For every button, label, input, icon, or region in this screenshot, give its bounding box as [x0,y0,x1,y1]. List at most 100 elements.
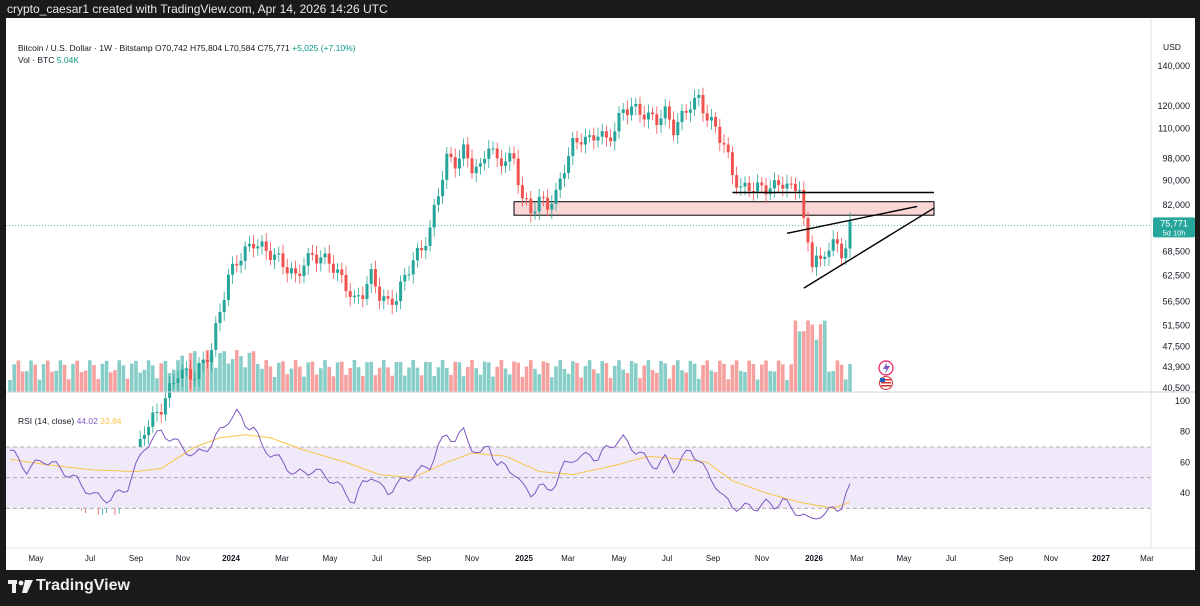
last-price-badge[interactable] [1153,217,1195,238]
candle-body[interactable] [579,142,583,145]
candle-body[interactable] [709,116,713,121]
candle-body[interactable] [315,254,319,264]
candle-body[interactable] [541,196,545,198]
candle-body[interactable] [567,155,571,174]
symbol-legend[interactable]: Bitcoin / U.S. Dollar · 1W · Bitstamp O7… [18,42,355,55]
candle-body[interactable] [260,241,264,247]
candle-body[interactable] [369,268,373,284]
candle-body[interactable] [835,239,839,244]
candle-body[interactable] [642,114,646,120]
candle-body[interactable] [214,323,218,350]
candle-body[interactable] [722,142,726,145]
candle-body[interactable] [676,121,680,136]
candle-body[interactable] [256,246,260,249]
candle-body[interactable] [630,106,634,116]
trendline[interactable] [803,207,935,289]
supply-zone-box[interactable] [513,201,935,216]
candle-body[interactable] [399,281,403,302]
candle-body[interactable] [382,296,386,301]
candle-body[interactable] [273,254,277,260]
candle-body[interactable] [340,269,344,275]
candle-body[interactable] [243,246,247,261]
candle-body[interactable] [516,158,520,186]
price-chart[interactable]: 140,000 120,000 110,000 98,000 90,000 82,000 6… [6,18,1195,570]
candle-body[interactable] [537,196,541,212]
candle-body[interactable] [533,211,537,214]
candle-body[interactable] [268,250,272,260]
candle-body[interactable] [558,178,562,190]
candle-body[interactable] [394,301,398,305]
candle-body[interactable] [323,253,327,258]
candle-body[interactable] [609,137,613,142]
volume-legend[interactable]: Vol · BTC 5.04K [18,55,79,65]
candle-body[interactable] [726,144,730,153]
candle-body[interactable] [764,185,768,195]
candle-body[interactable] [810,242,814,268]
candle-body[interactable] [235,263,239,266]
candle-body[interactable] [151,412,155,427]
candle-body[interactable] [415,248,419,261]
candle-body[interactable] [520,185,524,199]
candle-body[interactable] [247,243,251,247]
rsi-legend[interactable]: RSI (14, close) 44.02 33.84 [18,416,122,426]
candle-body[interactable] [344,274,348,292]
candle-body[interactable] [768,188,772,195]
candle-body[interactable] [730,152,734,176]
candle-body[interactable] [844,248,848,259]
candle-body[interactable] [310,253,314,255]
candle-body[interactable] [294,268,298,274]
candle-body[interactable] [252,243,256,249]
candle-body[interactable] [390,298,394,305]
candle-body[interactable] [655,114,659,126]
candle-body[interactable] [554,189,558,204]
candle-body[interactable] [625,109,629,116]
candle-body[interactable] [428,227,432,246]
candle-body[interactable] [588,135,592,137]
candle-body[interactable] [739,186,743,188]
candle-body[interactable] [327,253,331,264]
candle-body[interactable] [155,411,159,413]
candle-body[interactable] [672,119,676,136]
candle-body[interactable] [693,97,697,110]
candle-body[interactable] [714,116,718,127]
candle-body[interactable] [667,106,671,120]
candle-body[interactable] [785,183,789,189]
candle-body[interactable] [373,268,377,287]
candle-body[interactable] [147,426,151,436]
candle-body[interactable] [441,179,445,197]
candle-body[interactable] [462,144,466,159]
candle-body[interactable] [751,190,755,192]
candle-body[interactable] [634,103,638,107]
candle-body[interactable] [575,138,579,143]
candle-body[interactable] [651,112,655,115]
candle-body[interactable] [420,248,424,251]
candle-body[interactable] [772,180,776,189]
candle-body[interactable] [735,175,739,188]
candle-body[interactable] [646,112,650,120]
candle-body[interactable] [331,263,335,273]
candle-body[interactable] [831,239,835,251]
candle-body[interactable] [756,182,760,192]
candle-body[interactable] [231,263,235,275]
candle-body[interactable] [592,135,596,141]
candle-body[interactable] [474,166,478,174]
candle-body[interactable] [600,131,604,137]
candle-body[interactable] [659,118,663,126]
candle-body[interactable] [827,250,831,257]
candle-body[interactable] [436,196,440,205]
candle-body[interactable] [663,106,667,119]
candle-body[interactable] [798,189,802,191]
trendline[interactable] [786,205,918,234]
candle-body[interactable] [613,131,617,142]
candle-body[interactable] [701,94,705,114]
candle-body[interactable] [495,148,499,159]
candle-body[interactable] [449,153,453,158]
candle-body[interactable] [319,257,323,264]
candle-body[interactable] [684,110,688,113]
candle-body[interactable] [789,183,793,185]
candle-body[interactable] [617,112,621,132]
candle-body[interactable] [218,312,222,324]
candle-body[interactable] [306,253,310,266]
candle-body[interactable] [688,109,692,113]
candle-body[interactable] [777,180,781,185]
